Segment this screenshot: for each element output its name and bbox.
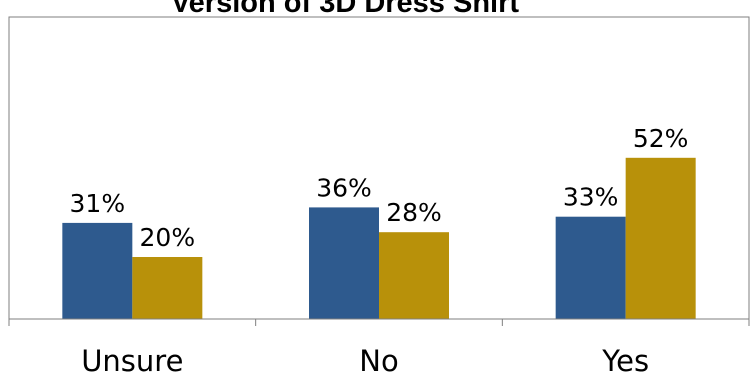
category-labels-layer: Unsure No Yes [81,344,649,378]
category-label-no: No [359,344,398,378]
data-label-no-series-2: 28% [386,198,442,227]
bars-layer [62,157,696,319]
data-label-yes-series-1: 33% [563,183,619,212]
chart-title: Version of 3D Dress Shirt [171,0,519,19]
bar-unsure-series-2 [132,257,203,319]
data-label-unsure-series-2: 20% [140,223,196,252]
bar-yes-series-1 [555,216,626,319]
data-label-no-series-1: 36% [316,173,372,202]
data-labels-layer: 31% 20% 36% 28% 33% 52% [70,124,689,252]
data-label-unsure-series-1: 31% [70,189,126,218]
category-label-yes: Yes [601,344,649,378]
x-axis-ticks [8,319,750,326]
bar-no-series-1 [309,207,379,319]
bar-unsure-series-1 [62,222,133,319]
bar-yes-series-2 [625,157,696,319]
bar-no-series-2 [379,232,449,319]
category-label-unsure: Unsure [81,344,183,378]
data-label-yes-series-2: 52% [633,124,689,153]
